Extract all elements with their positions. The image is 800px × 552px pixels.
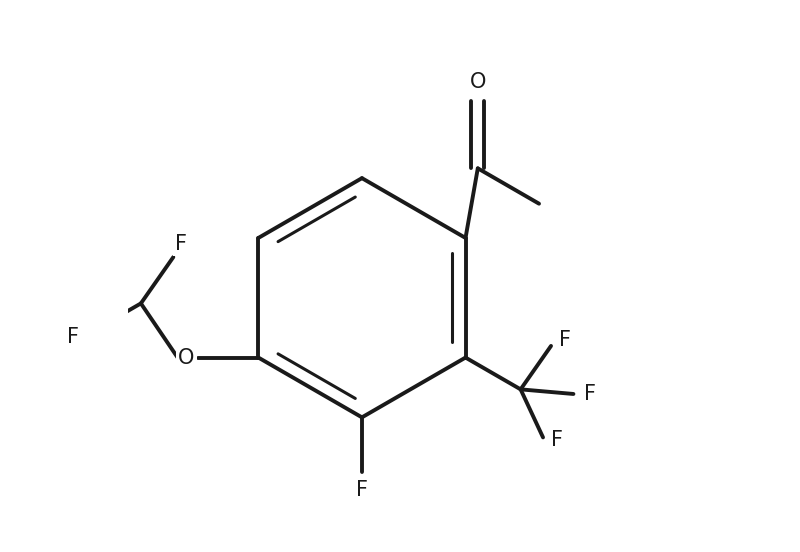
Text: F: F <box>558 331 570 351</box>
Text: O: O <box>470 72 486 92</box>
Text: O: O <box>178 348 194 368</box>
Text: F: F <box>175 233 187 253</box>
Text: F: F <box>67 327 79 347</box>
Text: F: F <box>584 384 596 404</box>
Text: F: F <box>550 430 562 450</box>
Text: F: F <box>356 480 368 500</box>
